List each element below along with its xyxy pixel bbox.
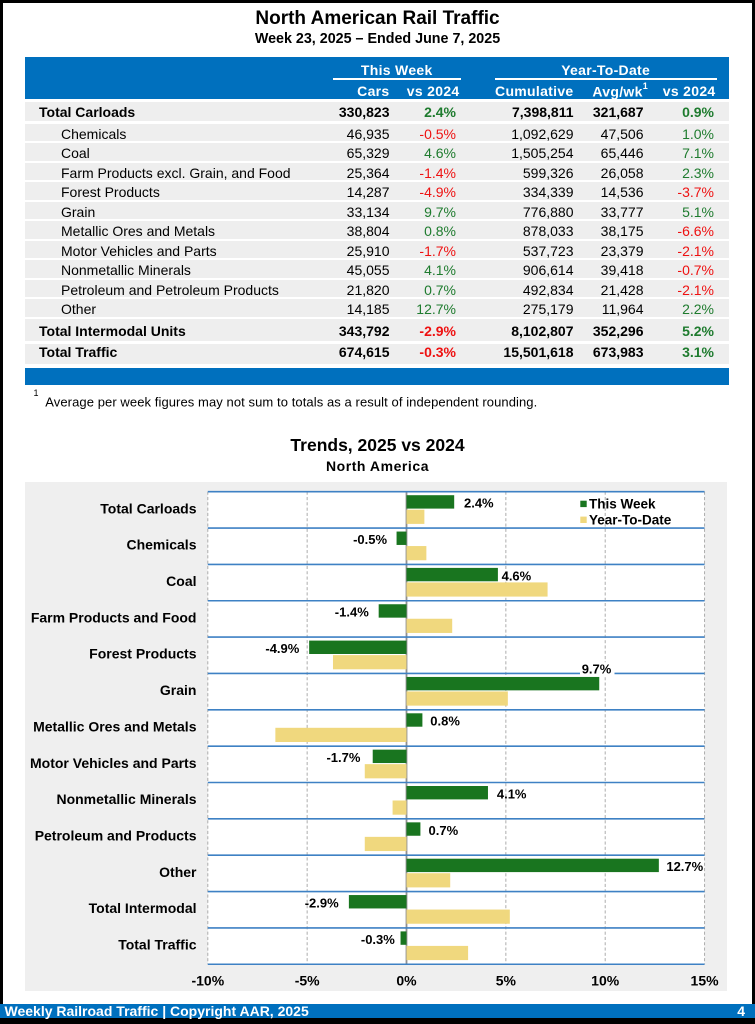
svg-text:Nonmetallic Minerals: Nonmetallic Minerals (56, 791, 196, 807)
svg-text:Other: Other (159, 864, 197, 880)
svg-text:Total Carloads: Total Carloads (100, 500, 196, 516)
svg-text:Year-To-Date: Year-To-Date (589, 512, 672, 527)
svg-text:Coal: Coal (166, 573, 196, 589)
svg-text:5%: 5% (496, 973, 517, 989)
svg-text:Total Traffic: Total Traffic (118, 937, 197, 953)
svg-text:-4.9%: -4.9% (265, 641, 299, 656)
svg-text:Petroleum and Products: Petroleum and Products (35, 827, 197, 843)
svg-text:0%: 0% (396, 973, 417, 989)
svg-text:This Week: This Week (589, 497, 656, 512)
svg-text:-0.3%: -0.3% (361, 932, 395, 947)
svg-text:10%: 10% (591, 973, 620, 989)
svg-text:-1.7%: -1.7% (326, 750, 360, 765)
svg-text:15%: 15% (691, 973, 720, 989)
svg-text:0.8%: 0.8% (430, 714, 460, 729)
svg-text:-1.4%: -1.4% (335, 605, 369, 620)
svg-text:Motor Vehicles and Parts: Motor Vehicles and Parts (30, 755, 197, 771)
svg-text:0.7%: 0.7% (429, 823, 459, 838)
svg-text:Forest Products: Forest Products (89, 646, 197, 662)
svg-text:Metallic Ores and Metals: Metallic Ores and Metals (33, 718, 197, 734)
svg-text:-10%: -10% (191, 973, 224, 989)
svg-text:Total Intermodal: Total Intermodal (89, 900, 197, 916)
svg-text:9.7%: 9.7% (582, 662, 612, 677)
svg-text:-0.5%: -0.5% (353, 532, 387, 547)
svg-text:-2.9%: -2.9% (305, 895, 339, 910)
svg-text:4.1%: 4.1% (497, 786, 527, 801)
svg-text:Chemicals: Chemicals (126, 537, 196, 553)
svg-text:Grain: Grain (160, 682, 197, 698)
svg-text:-5%: -5% (295, 973, 320, 989)
svg-text:4.6%: 4.6% (502, 568, 532, 583)
svg-text:2.4%: 2.4% (464, 496, 494, 511)
svg-text:12.7%: 12.7% (666, 859, 703, 874)
svg-text:Farm Products and Food: Farm Products and Food (31, 609, 197, 625)
